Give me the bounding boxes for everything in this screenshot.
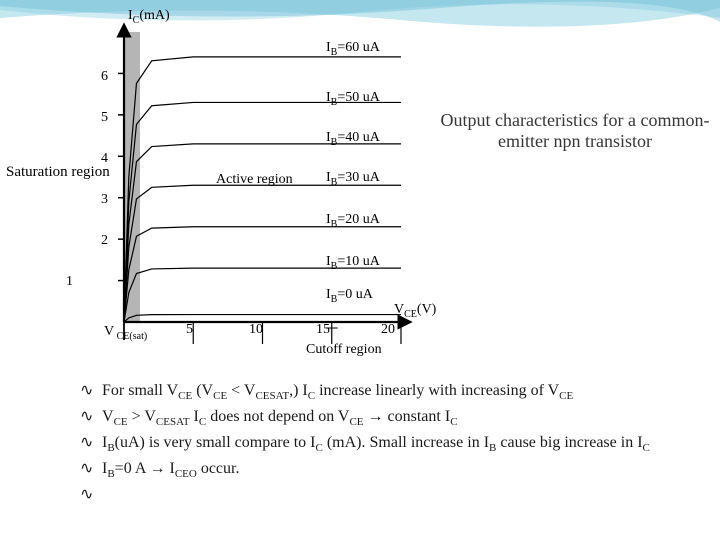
bullet-icon: ∿ (80, 458, 102, 482)
output-characteristics-chart: IC(mA) Saturation region Active region V… (6, 12, 436, 372)
chart-caption: Output characteristics for a common-emit… (440, 110, 710, 152)
bullet-text: IB=0 A → ICEO occur. (102, 458, 239, 482)
bullet-item: ∿ VCE > VCESAT IC does not depend on VCE… (80, 406, 680, 430)
bullet-text: IB(uA) is very small compare to IC (mA).… (102, 432, 650, 456)
chart-svg (6, 12, 436, 372)
bullet-icon: ∿ (80, 432, 102, 456)
bullet-item: ∿ For small VCE (VCE < VCESAT,) IC incre… (80, 380, 680, 404)
bullet-item: ∿ IB=0 A → ICEO occur. (80, 458, 680, 482)
bullet-icon: ∿ (80, 406, 102, 430)
bullet-text: For small VCE (VCE < VCESAT,) IC increas… (102, 380, 573, 404)
bullet-icon: ∿ (80, 484, 102, 506)
bullet-item: ∿ IB(uA) is very small compare to IC (mA… (80, 432, 680, 456)
bullet-text: VCE > VCESAT IC does not depend on VCE →… (102, 406, 458, 430)
bullet-item: ∿ (80, 484, 680, 506)
bullet-icon: ∿ (80, 380, 102, 404)
bullet-list: ∿ For small VCE (VCE < VCESAT,) IC incre… (80, 380, 680, 508)
